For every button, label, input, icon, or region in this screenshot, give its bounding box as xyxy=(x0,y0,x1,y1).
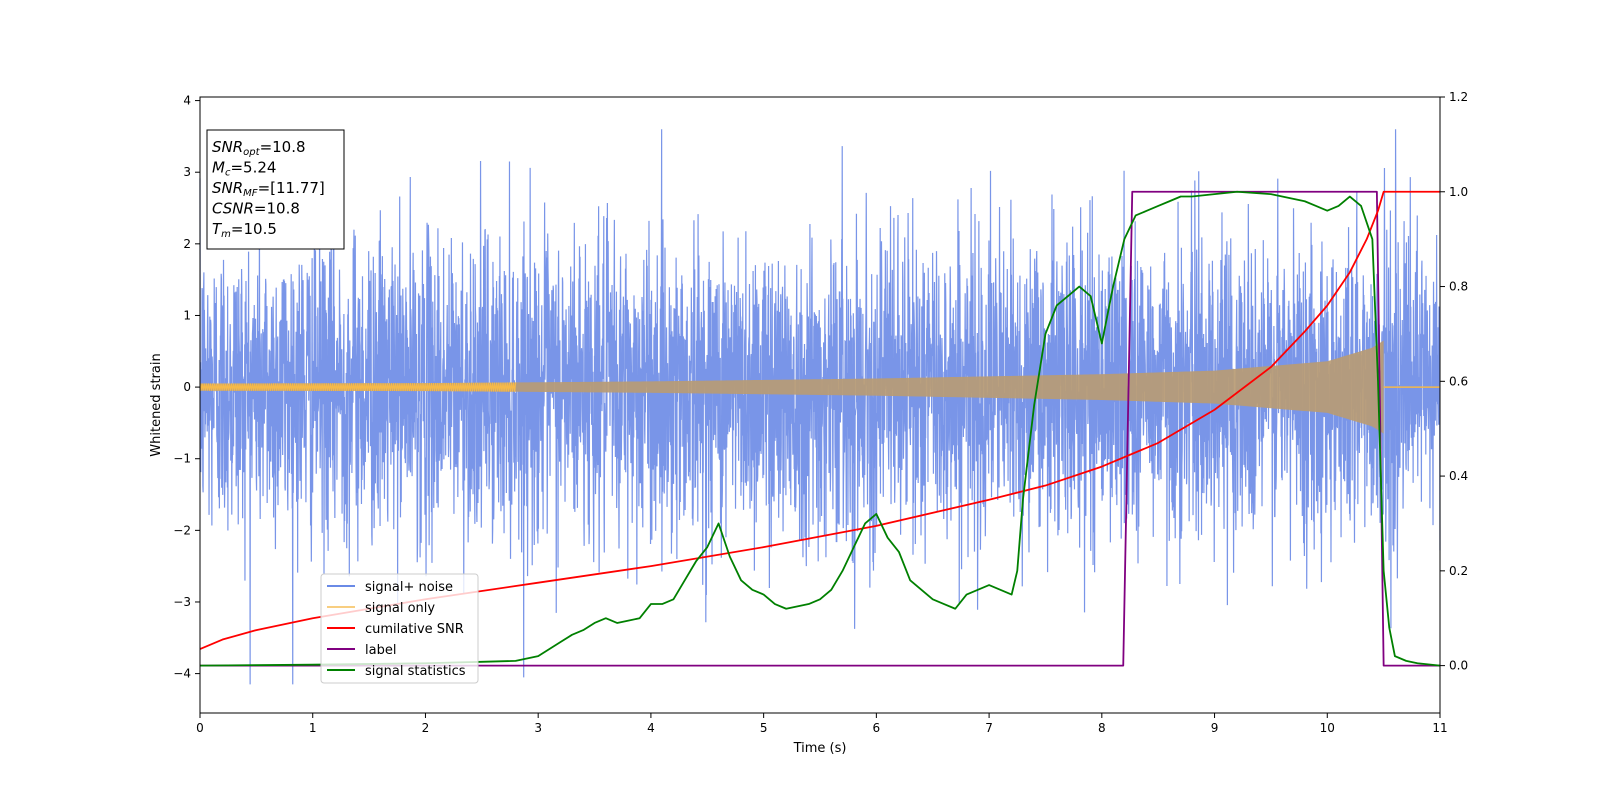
x-tick-label: 7 xyxy=(985,721,993,735)
y-tick-label: −2 xyxy=(173,523,191,537)
y-tick-label: 1 xyxy=(183,308,191,322)
x-tick-label: 6 xyxy=(873,721,881,735)
x-tick-label: 2 xyxy=(422,721,430,735)
x-axis-label: Time (s) xyxy=(793,741,847,756)
y2-tick-label: 0.0 xyxy=(1449,659,1468,673)
signal-plus-noise-line xyxy=(199,129,1441,685)
annotation-line: SNRMF=[11.77] xyxy=(212,179,325,199)
legend-entry: signal only xyxy=(365,601,435,616)
signal-only-oscillation xyxy=(199,382,517,392)
annotation-subscript: c xyxy=(225,168,231,179)
legend: signal+ noise signal only cumilative SNR la… xyxy=(320,573,479,684)
y2-tick-label: 1.0 xyxy=(1449,185,1468,199)
legend-entry: signal statistics xyxy=(365,664,466,679)
annotation-subscript: opt xyxy=(243,147,260,158)
signal-only-series xyxy=(199,340,1440,434)
annotation-symbol: T xyxy=(212,220,223,238)
plot-frame xyxy=(199,96,1441,714)
x-tick-label: 5 xyxy=(760,721,768,735)
legend-entry: cumilative SNR xyxy=(365,622,464,637)
annotation-line: Mc=5.24 xyxy=(212,159,276,179)
x-tick-label: 1 xyxy=(309,721,317,735)
y-tick-label: −1 xyxy=(173,452,191,466)
x-tick-label: 3 xyxy=(534,721,542,735)
annotation-box: SNRopt=10.8Mc=5.24SNRMF=[11.77]CSNR=10.8… xyxy=(206,129,345,250)
y-tick-label: 3 xyxy=(183,165,191,179)
x-tick-label: 4 xyxy=(647,721,655,735)
annotation-value: =10.8 xyxy=(254,200,300,218)
y-tick-label: 0 xyxy=(183,380,191,394)
label-line xyxy=(200,190,1440,667)
signal-statistics-line xyxy=(199,190,1441,667)
annotation-subscript: m xyxy=(221,229,231,240)
annotation-value: =5.24 xyxy=(230,159,276,177)
y-tick-label: 4 xyxy=(183,94,191,108)
annotation-value: =10.8 xyxy=(260,138,306,156)
y-axis-label: Whitened strain xyxy=(149,353,164,456)
annotation-symbol: SNR xyxy=(212,179,243,197)
y2-tick-label: 0.6 xyxy=(1449,374,1468,388)
annotation-symbol: SNR xyxy=(212,138,243,156)
annotation-subscript: MF xyxy=(243,188,258,199)
legend-entry: label xyxy=(365,643,396,658)
x-tick-label: 11 xyxy=(1432,721,1447,735)
x-tick-label: 10 xyxy=(1320,721,1335,735)
annotation-line: Tm=10.5 xyxy=(212,220,277,240)
x-tick-label: 9 xyxy=(1211,721,1219,735)
signal-only-envelope xyxy=(200,340,1384,434)
y2-tick-label: 0.8 xyxy=(1449,280,1468,294)
y2-tick-label: 1.2 xyxy=(1449,90,1468,104)
x-tick-label: 0 xyxy=(196,721,204,735)
axes: 0 1 2 3 4 5 6 7 8 9 10 1143210−1−2−3−41.21.00.80.60… xyxy=(149,90,1468,756)
x-tick-label: 8 xyxy=(1098,721,1106,735)
noise-series xyxy=(199,129,1441,685)
y2-tick-label: 0.4 xyxy=(1449,469,1468,483)
annotation-line: CSNR=10.8 xyxy=(212,200,300,218)
annotation-line: SNRopt=10.8 xyxy=(212,138,306,158)
annotation-symbol: M xyxy=(212,159,225,177)
y-tick-label: −3 xyxy=(173,595,191,609)
annotation-value: =10.5 xyxy=(231,220,277,238)
annotation-frame xyxy=(206,129,345,250)
legend-entry: signal+ noise xyxy=(365,580,453,595)
y2-tick-label: 0.2 xyxy=(1449,564,1468,578)
legend-frame xyxy=(320,573,479,684)
y-tick-label: −4 xyxy=(173,667,191,681)
annotation-value: =[11.77] xyxy=(258,179,325,197)
annotation-symbol: CSNR xyxy=(212,200,254,218)
y-tick-label: 2 xyxy=(183,237,191,251)
